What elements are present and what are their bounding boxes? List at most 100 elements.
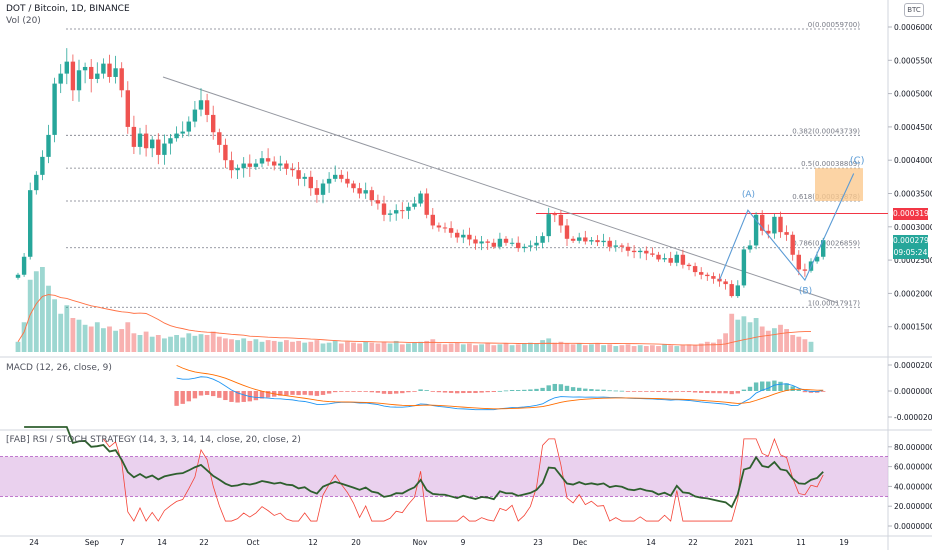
macd-histogram-bar (387, 391, 393, 395)
candle-body (607, 240, 612, 247)
candle-body (479, 241, 484, 244)
currency-button[interactable]: BTC (904, 3, 924, 17)
countdown-label: 09:05:24 (893, 247, 928, 259)
target-zone-rect (815, 168, 863, 201)
candle-body (540, 236, 545, 243)
candle-body (320, 183, 326, 195)
candle-body (186, 121, 191, 132)
macd-histogram-bar (735, 391, 740, 394)
date-tick-label: 20 (351, 538, 361, 547)
volume-bar (223, 338, 228, 352)
date-tick-label: 14 (646, 538, 656, 547)
candle-body (485, 241, 490, 243)
rsi-tick-label: 60.0000000 (894, 463, 932, 472)
price-tick-label: 0.00060000 (894, 23, 932, 32)
volume-bar (253, 339, 259, 352)
candle-body (613, 245, 618, 247)
volume-bar (802, 339, 808, 352)
candle-body (15, 274, 21, 278)
volume-bar (790, 335, 796, 352)
macd-histogram-bar (406, 391, 411, 393)
macd-histogram-bar (784, 383, 789, 391)
volume-bar (601, 345, 606, 352)
candle-body (223, 144, 228, 161)
candle-body (741, 249, 747, 286)
volume-bar (357, 343, 362, 352)
macd-histogram-bar (552, 383, 557, 391)
candle-body (729, 284, 734, 297)
volume-bar (375, 343, 381, 352)
candle-body (766, 230, 771, 234)
volume-bar (509, 345, 515, 352)
volume-bar (271, 340, 277, 352)
volume-bar (235, 340, 240, 352)
macd-histogram-bar (546, 385, 551, 391)
candle-body (363, 190, 368, 194)
volume-indicator-label: Vol (20) (6, 16, 41, 26)
volume-bar (528, 342, 533, 352)
macd-histogram-bar (753, 382, 759, 391)
volume-bar (698, 343, 704, 352)
volume-bar (454, 342, 460, 352)
candle-body (595, 240, 600, 243)
macd-histogram-bar (259, 391, 265, 399)
volume-bar (442, 344, 448, 352)
candle-body (180, 131, 185, 134)
macd-histogram-bar (613, 390, 618, 392)
candle-body (101, 63, 106, 74)
volume-bar (113, 330, 118, 352)
volume-bar (607, 344, 613, 352)
candle-body (424, 193, 429, 215)
volume-bar (717, 339, 722, 352)
volume-bar (662, 344, 667, 352)
volume-bar (369, 342, 375, 352)
volume-bar (582, 345, 588, 352)
candle-body (522, 246, 527, 249)
candle-body (259, 158, 265, 164)
price-tick-label: 0.00035000 (894, 190, 932, 199)
macd-histogram-bar (174, 391, 179, 406)
macd-histogram-bar (772, 380, 777, 391)
volume-bar (412, 342, 417, 352)
candle-body (369, 190, 374, 201)
volume-bar (485, 343, 491, 352)
macd-indicator-label: MACD (12, 26, close, 9) (6, 363, 112, 373)
candle-body (400, 210, 405, 212)
macd-signal-line (176, 364, 824, 410)
macd-histogram-bar (686, 391, 692, 393)
date-tick-label: Sep (85, 538, 99, 547)
date-tick-label: 24 (29, 538, 39, 547)
volume-bar (137, 335, 143, 352)
macd-histogram-bar (412, 391, 417, 392)
volume-bar (674, 346, 680, 352)
candle-body (662, 258, 667, 260)
macd-histogram-bar (589, 389, 594, 391)
candle-body (143, 133, 149, 149)
macd-histogram-bar (625, 391, 631, 392)
candle-body (503, 238, 509, 243)
candle-body (89, 66, 94, 79)
candle-body (211, 114, 216, 133)
candle-body (156, 139, 161, 155)
rsi-line (24, 426, 824, 509)
volume-bar (796, 336, 802, 352)
volume-bar (393, 340, 399, 352)
macd-histogram-bar (235, 391, 240, 403)
candle-body (747, 245, 753, 250)
elliott-wave-line (718, 173, 855, 282)
candle-body (528, 245, 533, 247)
volume-bar (52, 299, 57, 352)
candle-body (790, 234, 795, 255)
macd-histogram-bar (516, 390, 521, 391)
volume-bar (46, 285, 51, 352)
macd-histogram-bar (369, 391, 374, 393)
macd-histogram-bar (442, 391, 448, 393)
candle-body (570, 238, 576, 241)
date-tick-label: 2021 (734, 538, 753, 547)
candle-body (406, 206, 411, 211)
candle-body (52, 83, 57, 135)
rsi-tick-label: 40.0000000 (894, 482, 932, 491)
macd-histogram-bar (650, 391, 655, 392)
candle-body (638, 250, 643, 253)
